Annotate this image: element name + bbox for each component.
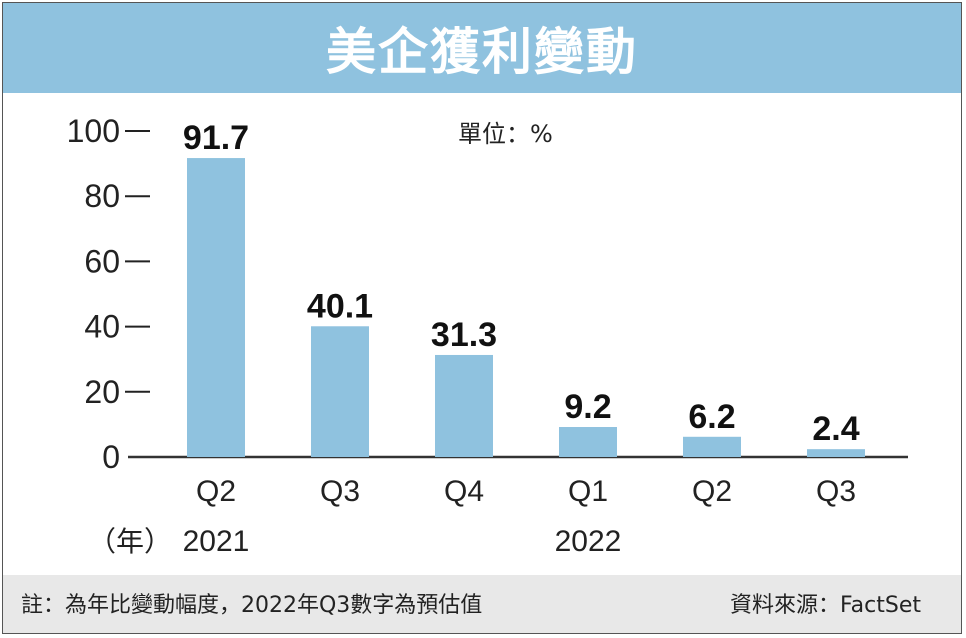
y-tick-label: 20: [84, 374, 120, 410]
y-tick-label: 40: [84, 309, 120, 345]
x-axis-label: （年）: [88, 525, 172, 558]
bar: [187, 158, 245, 458]
title-bar: 美企獲利變動: [3, 3, 961, 93]
value-label: 2.4: [812, 410, 859, 448]
x-tick-label: Q1: [568, 475, 608, 508]
y-tick-label: 100: [67, 113, 120, 149]
footer: 註：為年比變動幅度，2022年Q3數字為預估值 資料來源：FactSet: [3, 575, 961, 633]
x-tick-label: Q2: [692, 475, 732, 508]
value-label: 31.3: [431, 316, 497, 354]
x-tick-label: Q3: [816, 475, 856, 508]
y-tick-label: 80: [84, 178, 120, 214]
footnote: 註：為年比變動幅度，2022年Q3數字為預估值: [21, 593, 483, 618]
bar-chart: 0 20 40 60 80 100 91.7 Q2 2021 40.1 Q3 31.3 Q4 9.2 Q1 2…: [67, 113, 908, 558]
unit-label: 單位：%: [458, 120, 553, 148]
x-tick-label: Q3: [320, 475, 360, 508]
chart-title: 美企獲利變動: [326, 23, 638, 81]
y-tick-label: 60: [84, 243, 120, 279]
bar: [435, 354, 493, 457]
bar: [683, 436, 741, 457]
value-label: 9.2: [564, 388, 611, 426]
bar: [311, 326, 369, 457]
value-label: 6.2: [688, 398, 735, 436]
bar: [559, 427, 617, 457]
value-label: 40.1: [307, 287, 373, 325]
year-label: 2021: [183, 525, 250, 558]
x-tick-label: Q2: [196, 475, 236, 508]
source-label: 資料來源：FactSet: [730, 593, 921, 618]
value-label: 91.7: [183, 119, 249, 157]
x-tick-label: Q4: [444, 475, 484, 508]
year-label: 2022: [555, 525, 622, 558]
y-tick-label: 0: [102, 439, 120, 475]
bar: [807, 449, 865, 457]
